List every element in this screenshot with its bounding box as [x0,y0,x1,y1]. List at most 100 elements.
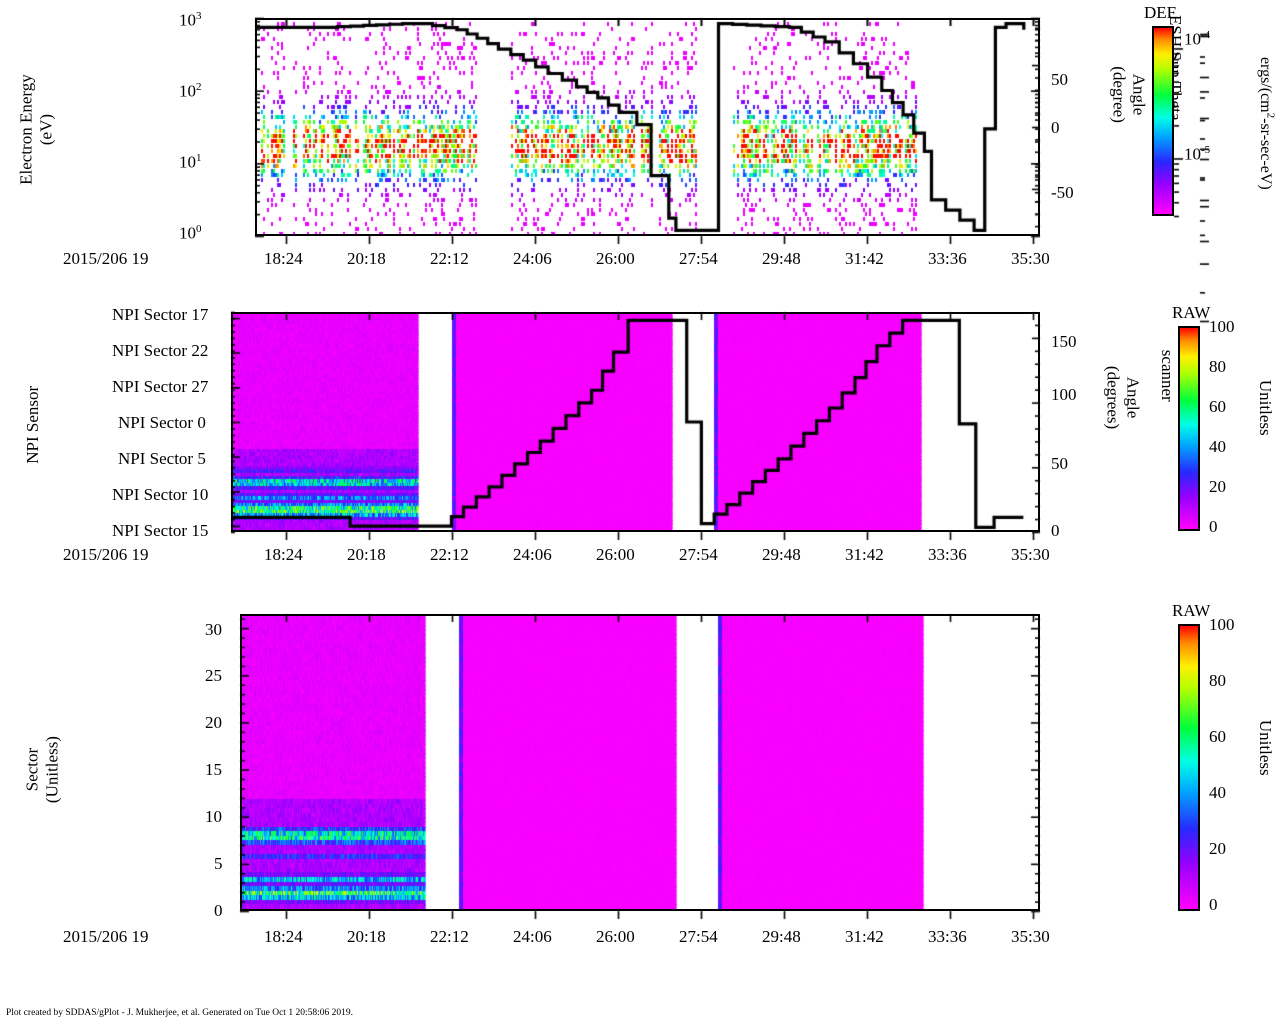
panel3-ytick-0: 0 [214,901,223,920]
panel2-ytick-2: NPI Sector 27 [112,377,209,396]
panel3-xtick-3: 24:06 [513,927,552,946]
panel1-colorbar-tick-1e-4: 10-4 [1184,29,1211,49]
panel2-colorbar-tick-40: 40 [1209,437,1226,456]
panel3-xtick-5: 27:54 [679,927,718,946]
panel2-colorbar [1178,326,1200,531]
panel1-xtick-7: 31:42 [845,249,884,268]
panel1-xtick-2: 22:12 [430,249,469,268]
panel3-colorbar-tick-40: 40 [1209,783,1226,802]
panel3-colorbar-tick-0: 0 [1209,895,1218,914]
panel2-colorbar-tick-60: 60 [1209,397,1226,416]
panel1-ytick-1e0: 100 [179,223,202,243]
panel3-xtick-1: 20:18 [347,927,386,946]
panel2-xtick-2: 22:12 [430,545,469,564]
panel1-xtick-1: 20:18 [347,249,386,268]
panel3-ytick-5: 5 [214,854,223,873]
panel3-colorbar-unit: Unitless [1255,719,1275,776]
panel3-ylabel: Sector (Unitless) [22,695,61,845]
panel1-colorbar-title: DEF [1144,3,1177,22]
panel2-ytick-3: NPI Sector 0 [118,413,206,432]
panel1-xtick-5: 27:54 [679,249,718,268]
panel2-colorbar-title: RAW [1172,303,1211,322]
panel3-colorbar-tick-20: 20 [1209,839,1226,858]
panel1-date-label: 2015/206 19 [63,249,149,268]
panel1-right-ylabel-line3: (degree) [1110,66,1129,123]
panel3-ytick-15: 15 [205,760,222,779]
panel2-plot-area [231,312,1040,532]
panel3-date-label: 2015/206 19 [63,927,149,946]
panel1-xtick-4: 26:00 [596,249,635,268]
panel1-plot-area [255,18,1040,236]
panel3-xtick-9: 35:30 [1011,927,1050,946]
panel1-colorbar-unit: ergs/(cm2-sr-sec-eV) [1257,56,1277,190]
panel2-right-ylabel-line3: (degrees) [1104,365,1123,430]
panel3-xtick-4: 26:00 [596,927,635,946]
panel1-ytick-right-m50: -50 [1051,183,1074,202]
panel2-ytick-1: NPI Sector 22 [112,341,209,360]
panel2-colorbar-tick-20: 20 [1209,477,1226,496]
panel2-xtick-8: 33:36 [928,545,967,564]
panel2-ytick-4: NPI Sector 5 [118,449,206,468]
panel2-ytick-6: NPI Sector 15 [112,521,209,540]
panel2-ytick-right-50: 50 [1051,454,1068,473]
panel2-xtick-1: 20:18 [347,545,386,564]
panel2-colorbar-tick-0: 0 [1209,517,1218,536]
panel-sector: Sector (Unitless) 30 25 20 15 10 5 0 RAW… [0,590,1280,990]
panel1-xtick-9: 35:30 [1011,249,1050,268]
panel3-ylabel-line1: Sector [22,747,42,792]
panel2-xtick-3: 24:06 [513,545,552,564]
panel2-ytick-right-100: 100 [1051,385,1077,404]
panel-npi-sensor: NPI Sensor NPI Sector 17 NPI Sector 22 N… [0,290,1280,590]
panel2-ytick-5: NPI Sector 10 [112,485,209,504]
panel2-ylabel: NPI Sensor [23,355,43,495]
panel3-ylabel-line2: (Unitless) [42,736,61,804]
panel1-ytick-right-50: 50 [1051,70,1068,89]
panel3-colorbar-tick-100: 100 [1209,615,1235,634]
panel1-ytick-1e3: 103 [179,10,202,30]
panel2-ytick-0: NPI Sector 17 [112,305,209,324]
panel2-colorbar-tick-100: 100 [1209,317,1235,336]
panel3-xtick-8: 33:36 [928,927,967,946]
panel1-right-ylabel: Angle (degree) [1109,10,1149,180]
panel1-xtick-8: 33:36 [928,249,967,268]
panel1-ylabel-line1: Electron Energy [16,74,36,185]
panel2-ytick-right-0: 0 [1051,521,1060,540]
panel1-xtick-6: 29:48 [762,249,801,268]
panel1-ytick-1e2: 102 [179,81,202,101]
panel-electron-energy: Electron Energy (eV) 103 102 101 100 50 … [0,0,1280,290]
panel2-colorbar-tick-80: 80 [1209,357,1226,376]
panel1-xtick-3: 24:06 [513,249,552,268]
panel1-colorbar [1152,26,1174,216]
panel3-ytick-25: 25 [205,666,222,685]
panel3-xtick-0: 18:24 [264,927,303,946]
panel2-right-ylabel-angle: Angle (degrees) [1103,313,1143,483]
panel3-colorbar-title: RAW [1172,601,1211,620]
panel2-ytick-right-150: 150 [1051,332,1077,351]
panel2-xtick-9: 35:30 [1011,545,1050,564]
panel1-colorbar-tick-1e-5: 10-5 [1184,144,1211,164]
panel3-ytick-20: 20 [205,713,222,732]
figure-footer: Plot created by SDDAS/gPlot - J. Mukherj… [6,1008,353,1018]
panel3-colorbar [1178,624,1200,911]
panel3-ytick-30: 30 [205,620,222,639]
panel3-xtick-6: 29:48 [762,927,801,946]
panel1-ytick-right-0: 0 [1051,118,1060,137]
panel2-colorbar-unit: Unitless [1255,379,1275,436]
panel3-colorbar-tick-80: 80 [1209,671,1226,690]
panel1-ylabel-line2: (eV) [36,113,55,146]
panel2-right-ylabel-line2: Angle [1123,376,1143,419]
panel2-xtick-5: 27:54 [679,545,718,564]
panel2-ylabel-line1: NPI Sensor [23,385,43,464]
panel3-xtick-2: 22:12 [430,927,469,946]
panel2-xtick-6: 29:48 [762,545,801,564]
panel3-plot-area [240,614,1040,911]
panel1-right-ylabel-line2: Angle [1129,73,1149,116]
panel1-ylabel: Electron Energy (eV) [16,50,55,210]
panel3-colorbar-tick-60: 60 [1209,727,1226,746]
panel2-xtick-0: 18:24 [264,545,303,564]
panel3-xtick-7: 31:42 [845,927,884,946]
panel2-xtick-4: 26:00 [596,545,635,564]
panel3-ytick-10: 10 [205,807,222,826]
panel1-ytick-1e1: 101 [179,152,202,172]
panel2-xtick-7: 31:42 [845,545,884,564]
